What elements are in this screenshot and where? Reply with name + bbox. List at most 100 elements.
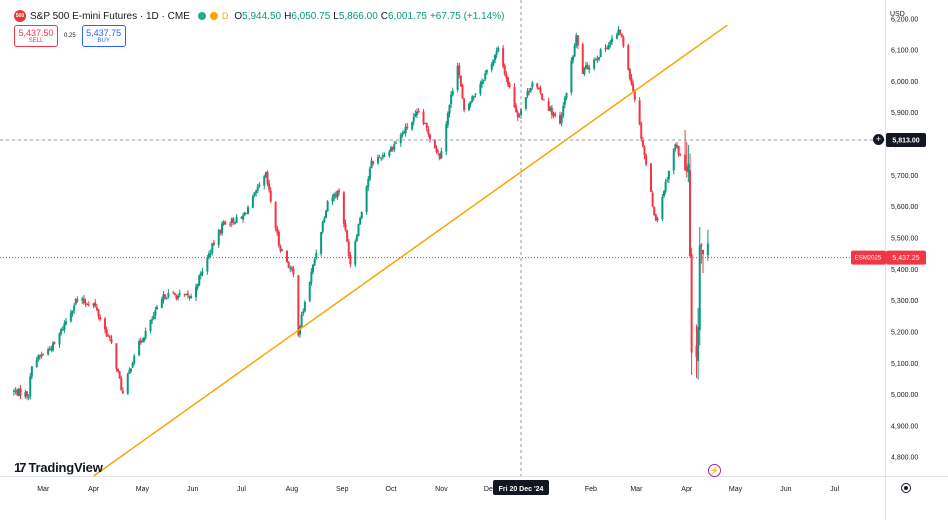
candle-body (349, 255, 352, 265)
candle-body (138, 341, 141, 356)
price-tick-label: 6,000.00 (891, 79, 918, 86)
candle-body (120, 377, 123, 390)
candle-body (547, 101, 550, 111)
candle-body (481, 81, 483, 85)
candle-body (160, 299, 163, 308)
spread-value: 0.25 (64, 33, 76, 39)
candle-body (52, 342, 54, 351)
candle-body (638, 100, 641, 125)
candle-body (588, 67, 591, 70)
candle-body (281, 249, 284, 251)
price-tick-label: 5,700.00 (891, 173, 918, 180)
candle-body (115, 343, 118, 369)
candle-body (69, 312, 72, 322)
candle-body (172, 292, 175, 294)
candle-body (531, 82, 534, 88)
candle-body (505, 74, 508, 79)
candle-body (286, 251, 288, 263)
candle-body (433, 139, 436, 149)
candle-body (315, 253, 318, 259)
candle-body (276, 228, 279, 233)
candle-body (196, 284, 199, 288)
candle-body (268, 183, 271, 190)
candle-body (165, 297, 168, 299)
candle-body (573, 45, 576, 57)
candle-body (263, 176, 266, 186)
candle-body (208, 253, 210, 258)
time-tick-label: Aug (286, 486, 299, 493)
candle-body (201, 271, 204, 273)
last-price-symbol: ESM2025 (855, 256, 882, 262)
open-value: 5,944.50 (242, 10, 282, 22)
candle-body (35, 360, 38, 367)
price-tick-label: 4,800.00 (891, 455, 918, 462)
crosshair-date-tag: Fri 20 Dec '24 (493, 480, 549, 495)
price-axis[interactable]: 4,800.00 4,900.00 5,000.00 5,100.00 5,200.00… (891, 16, 918, 461)
candle-body (24, 392, 27, 397)
candle-body (92, 303, 95, 306)
candle-body (156, 306, 158, 310)
candle-body (549, 107, 552, 112)
candle-body (243, 212, 246, 216)
candle-body (643, 146, 646, 156)
candle-body (495, 51, 498, 55)
candle-body (404, 126, 407, 134)
price-tick-label: 5,300.00 (891, 298, 918, 305)
candle-body (615, 34, 618, 39)
candle-body (429, 134, 431, 140)
candle-body (391, 147, 394, 150)
candle-body (357, 224, 360, 237)
candle-body (104, 318, 106, 330)
candle-body (206, 257, 209, 272)
add-alert-plus-icon[interactable]: + (873, 134, 884, 146)
axis-settings-icon[interactable] (901, 483, 911, 493)
candle-body (212, 242, 215, 246)
candle-body (451, 90, 454, 96)
candle-body (502, 48, 505, 67)
currency-selector[interactable]: USD (890, 11, 905, 18)
candle-body (338, 190, 340, 193)
candle-body (463, 98, 466, 111)
candle-body (333, 193, 336, 198)
symbol-logo-icon: 500 (14, 10, 26, 22)
close-label: C (380, 10, 388, 22)
candle-body (73, 305, 76, 311)
candle-body (598, 57, 600, 60)
sell-button[interactable]: 5,437.50 SELL (14, 25, 58, 47)
buy-label: BUY (97, 37, 110, 44)
candle-body (619, 29, 622, 34)
candle-body (593, 59, 596, 69)
flash-event-icon[interactable]: ⚡ (708, 464, 721, 477)
candles-layer (13, 26, 709, 401)
candle-body (234, 223, 236, 225)
tradingview-logo[interactable]: 17 TradingView (14, 460, 103, 475)
candle-body (552, 114, 555, 116)
candle-body (484, 73, 487, 80)
candle-body (609, 41, 612, 45)
candle-body (497, 47, 500, 52)
candle-body (346, 230, 349, 242)
close-value: 6,001.75 (388, 10, 427, 22)
symbol-title[interactable]: S&P 500 E-mini Futures · 1D · CME (30, 10, 190, 22)
candle-body (654, 214, 657, 221)
candle-body (372, 161, 375, 164)
candle-body (308, 281, 311, 301)
buy-button[interactable]: 5,437.75 BUY (81, 25, 126, 47)
candle-body (666, 180, 669, 182)
candle-body (300, 314, 303, 327)
candle-body (448, 105, 451, 114)
time-tick-label: May (729, 486, 743, 493)
candle-body (84, 302, 87, 304)
time-tick-label: Feb (585, 486, 597, 493)
time-axis[interactable]: Mar Apr May Jun Jul Aug Sep Oct Nov Dec Feb Mar Apr M… (37, 486, 839, 493)
candle-body (412, 116, 415, 122)
candle-body (334, 194, 337, 197)
candle-body (394, 142, 397, 144)
market-status-icon (197, 12, 206, 20)
candle-body (195, 287, 197, 298)
trendline[interactable] (93, 24, 728, 477)
candle-body (217, 229, 220, 246)
low-label: L (333, 10, 339, 22)
candle-body (583, 67, 586, 75)
